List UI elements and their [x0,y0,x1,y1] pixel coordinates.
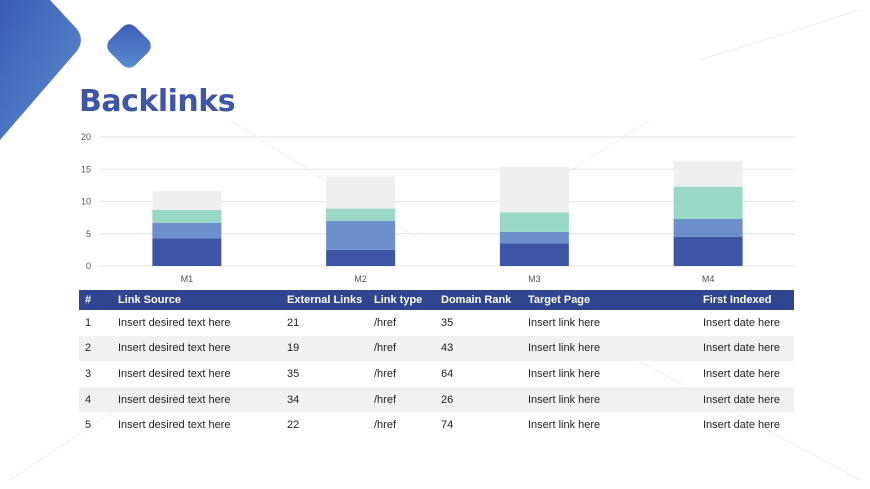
bar-segment [152,238,222,266]
table-cell: Insert date here [703,367,781,380]
table-row: 4 Insert desired text here 34 /href 26 I… [79,386,794,413]
x-tick-label: M1 [181,274,194,284]
table-cell: 3 [85,367,92,380]
table-row: 5 Insert desired text here 22 /href 74 I… [79,412,794,438]
bar-segment [673,160,743,187]
header-cell: First Indexed [697,290,794,310]
table-cell: /href [368,335,435,362]
table-cell: 2 [79,335,112,362]
bar-segment [152,222,222,239]
corner-triangle-shape [0,0,81,140]
table-cell: Insert desired text here [118,419,231,432]
table-cell: Insert date here [697,335,794,362]
bar-segment [499,166,569,213]
table-cell: 19 [281,335,368,362]
table-cell: /href [368,386,435,413]
table-cell: /href [374,419,397,432]
table-cell: Insert date here [703,316,781,329]
backlinks-table: # Link Source External Links Link type D… [79,290,794,438]
bar-segment [326,249,396,266]
bar-segment [499,231,569,244]
table-cell: Insert desired text here [118,367,231,380]
y-tick-label: 5 [86,229,91,239]
y-tick-label: 20 [81,132,91,142]
x-tick-label: M4 [702,274,715,284]
table-cell: Insert desired text here [118,316,231,329]
bar-segment [152,191,222,210]
table-cell: 43 [435,335,522,362]
bar-segment [499,243,569,266]
table-cell: Insert link here [528,316,601,329]
table-cell: 74 [441,419,454,432]
table-cell: Insert date here [697,386,794,413]
bar-segment [673,186,743,219]
header-cell: # [79,290,112,310]
table-cell: Insert link here [528,367,601,380]
table-cell: Insert date here [703,419,781,432]
header-cell: External Links [281,290,368,310]
table-cell: Insert link here [528,419,601,432]
table-cell: 64 [441,367,454,380]
bar-segment [673,218,743,237]
table-cell: 5 [85,419,92,432]
y-tick-label: 10 [81,197,91,207]
header-cell: Link type [368,290,435,310]
bar-segment [326,220,396,250]
table-header-row: # Link Source External Links Link type D… [79,290,794,310]
table-cell: 35 [441,316,454,329]
table-cell: Insert link here [522,386,697,413]
table-cell: 22 [287,419,300,432]
table-cell: Insert link here [522,335,697,362]
y-tick-label: 15 [81,164,91,174]
bar-segment [152,209,222,223]
bar-segment [326,208,396,221]
x-tick-label: M2 [354,274,367,284]
bar-segment [499,212,569,232]
table-cell: 1 [85,316,92,329]
header-cell: Target Page [522,290,697,310]
table-cell: Insert desired text here [112,386,281,413]
table-row: 2 Insert desired text here 19 /href 43 I… [79,335,794,362]
table-row: 3 Insert desired text here 35 /href 64 I… [79,361,794,387]
diamond-shape [107,24,151,68]
table-cell: Insert desired text here [112,335,281,362]
header-cell: Link Source [112,290,281,310]
table-cell: 35 [287,367,300,380]
y-tick-label: 0 [86,261,91,271]
x-tick-label: M3 [528,274,541,284]
table-cell: 34 [281,386,368,413]
table-cell: 4 [79,386,112,413]
table-row: 1 Insert desired text here 21 /href 35 I… [79,310,794,336]
page-title: Backlinks [79,84,236,119]
corner-decoration [0,0,151,140]
bar-segment [326,176,396,209]
bar-segment [673,236,743,266]
table-cell: /href [374,316,397,329]
stacked-bar-chart: 0 5 10 15 20 M1 M2 M3 M4 [81,132,795,284]
table-cell: /href [374,367,397,380]
table-cell: 21 [287,316,300,329]
header-cell: Domain Rank [435,290,522,310]
table-cell: 26 [435,386,522,413]
